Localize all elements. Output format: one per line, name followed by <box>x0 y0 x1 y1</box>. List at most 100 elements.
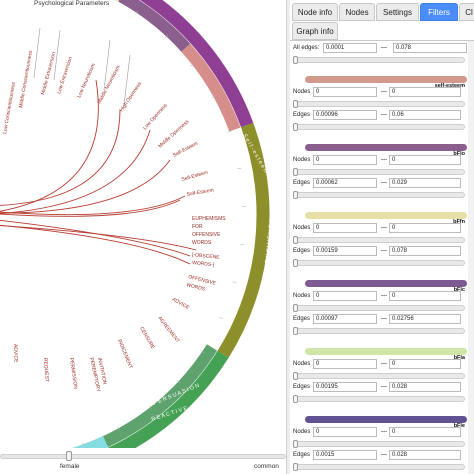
nodes-max-input[interactable]: 0 <box>389 359 461 369</box>
edges-slider[interactable] <box>293 191 465 199</box>
edges-min-input[interactable]: 0.00097 <box>313 314 377 324</box>
node-label[interactable]: Low Openness <box>142 102 169 131</box>
nodes-slider[interactable] <box>293 304 465 312</box>
nodes-slider[interactable] <box>293 440 465 448</box>
edges-slider[interactable] <box>293 123 465 131</box>
edges-slider-thumb[interactable] <box>293 327 298 335</box>
edges-slider-thumb[interactable] <box>293 191 298 199</box>
nodes-slider-thumb[interactable] <box>293 236 298 244</box>
tab-graph-info[interactable]: Graph info <box>292 22 338 40</box>
nodes-slider[interactable] <box>293 236 465 244</box>
nodes-slider-thumb[interactable] <box>293 304 298 312</box>
chord-link[interactable] <box>0 109 121 206</box>
node-label[interactable]: INVITATION <box>96 357 108 385</box>
node-label[interactable]: INDICEMENT <box>116 339 133 370</box>
node-label[interactable]: OFFENSIVE <box>192 232 221 238</box>
nodes-slider-thumb[interactable] <box>293 168 298 176</box>
edges-slider[interactable] <box>293 463 465 471</box>
edges-max-input[interactable]: 0.028 <box>389 382 461 392</box>
outer-ring-arc[interactable] <box>217 122 270 358</box>
node-label[interactable]: High Openness <box>119 81 144 113</box>
all-edges-slider[interactable] <box>293 56 465 64</box>
tab-node-info[interactable]: Node info <box>292 3 338 21</box>
node-label[interactable]: Low Neuroticism <box>76 63 97 99</box>
nodes-slider-thumb[interactable] <box>293 100 298 108</box>
node-label[interactable]: Middle Neuroticism <box>96 65 121 105</box>
outer-ring-arc[interactable] <box>0 0 254 128</box>
outer-ring-arc[interactable] <box>0 350 229 448</box>
edges-min-input[interactable]: 0.00096 <box>313 110 377 120</box>
tab-cl[interactable]: Cl <box>459 3 474 21</box>
nodes-min-input[interactable]: 0 <box>313 359 377 369</box>
panel-scrollbar[interactable] <box>468 41 474 474</box>
chord-link[interactable] <box>0 220 197 251</box>
inner-ring-arc[interactable] <box>0 436 109 448</box>
tab-nodes[interactable]: Nodes <box>339 3 375 21</box>
chord-link[interactable] <box>0 159 171 214</box>
chord-link[interactable] <box>0 210 191 257</box>
nodes-slider[interactable] <box>293 372 465 380</box>
nodes-min-input[interactable]: 0 <box>313 87 377 97</box>
node-label[interactable]: REQUEST <box>42 358 50 383</box>
chord-link[interactable] <box>0 195 186 216</box>
inner-ring-arc[interactable] <box>118 0 191 52</box>
chord-link[interactable] <box>0 218 191 265</box>
node-label[interactable]: FOR <box>192 224 203 230</box>
chord-link[interactable] <box>0 79 99 216</box>
chord-diagram-view[interactable]: Psychological Parameters ical Parameters… <box>0 0 286 474</box>
nodes-slider-thumb[interactable] <box>293 372 298 380</box>
nodes-max-input[interactable]: 0 <box>389 155 461 165</box>
bottom-range-slider[interactable]: female common <box>0 448 286 474</box>
all-edges-min-input[interactable]: 0.0001 <box>323 43 377 53</box>
nodes-slider-thumb[interactable] <box>293 440 298 448</box>
node-label[interactable]: Middle Conscientiousness <box>18 50 34 109</box>
edges-min-input[interactable]: 0.0015 <box>313 450 377 460</box>
chord-link[interactable] <box>0 199 181 217</box>
node-label[interactable]: WORDS-] <box>192 260 215 268</box>
node-label[interactable]: EUPHEMISMS <box>192 216 226 222</box>
edges-slider-thumb[interactable] <box>293 395 298 403</box>
edges-slider[interactable] <box>293 327 465 335</box>
nodes-max-input[interactable]: 0 <box>389 87 461 97</box>
node-label[interactable]: Low Conscientiousness <box>2 81 17 134</box>
edges-max-input[interactable]: 0.078 <box>389 246 461 256</box>
node-label[interactable]: WORDS <box>192 240 212 246</box>
inner-ring-arc[interactable] <box>181 43 241 132</box>
node-label[interactable]: Self-Esteem <box>172 141 199 159</box>
nodes-max-input[interactable]: 0 <box>389 223 461 233</box>
edges-slider-thumb[interactable] <box>293 463 298 471</box>
node-label[interactable]: ADVICE <box>12 344 19 363</box>
edges-slider[interactable] <box>293 395 465 403</box>
edges-max-input[interactable]: 0.02756 <box>389 314 461 324</box>
nodes-slider[interactable] <box>293 100 465 108</box>
node-label[interactable]: AGREEMENT <box>156 316 180 345</box>
chord-link[interactable] <box>0 129 151 215</box>
nodes-min-input[interactable]: 0 <box>313 223 377 233</box>
tab-settings[interactable]: Settings <box>376 3 419 21</box>
edges-min-input[interactable]: 0.00195 <box>313 382 377 392</box>
nodes-min-input[interactable]: 0 <box>313 291 377 301</box>
bottom-slider-track[interactable] <box>0 454 286 459</box>
edges-max-input[interactable]: 0.028 <box>389 450 461 460</box>
node-label[interactable]: CENSURE <box>138 326 156 351</box>
edges-slider-thumb[interactable] <box>293 123 298 131</box>
nodes-slider[interactable] <box>293 168 465 176</box>
nodes-max-input[interactable]: 0 <box>389 427 461 437</box>
edges-slider-thumb[interactable] <box>293 259 298 267</box>
edges-min-input[interactable]: 0.00062 <box>313 178 377 188</box>
node-label[interactable]: WORDS <box>186 282 207 293</box>
node-label[interactable]: ADVICE <box>171 297 191 312</box>
inner-ring-arc[interactable] <box>0 344 218 448</box>
nodes-min-input[interactable]: 0 <box>313 155 377 165</box>
bottom-slider-thumb[interactable] <box>66 451 72 461</box>
edges-max-input[interactable]: 0.029 <box>389 178 461 188</box>
nodes-max-input[interactable]: 0 <box>389 291 461 301</box>
nodes-min-input[interactable]: 0 <box>313 427 377 437</box>
node-label[interactable]: Low Extraversion <box>56 56 74 95</box>
node-label[interactable]: PERMISSION <box>68 357 78 389</box>
edges-min-input[interactable]: 0.00159 <box>313 246 377 256</box>
node-label[interactable]: Self-Esteem <box>186 187 214 198</box>
node-label[interactable]: [-OBSCENE <box>192 252 221 261</box>
all-edges-max-input[interactable]: 0.078 <box>393 43 467 53</box>
